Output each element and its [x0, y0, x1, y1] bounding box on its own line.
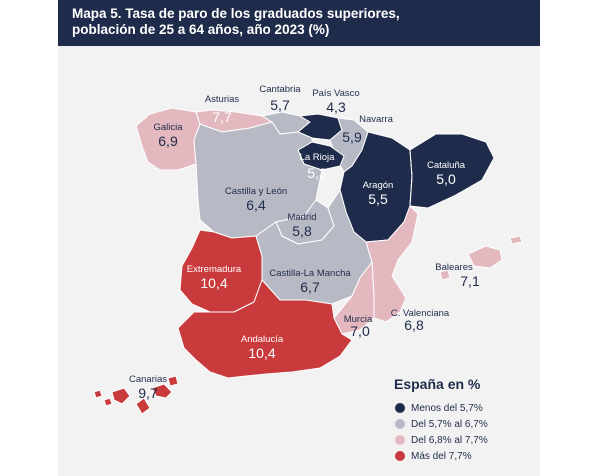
legend-label: Del 5,7% al 6,7% [411, 418, 488, 430]
region-andalucia[interactable] [177, 279, 353, 379]
label-navarra-value: 5,9 [342, 129, 362, 145]
legend-item-mas-7-7: Más del 7,7% [395, 450, 472, 462]
label-castilla-leon-value: 6,4 [246, 197, 266, 213]
region-canarias-2[interactable] [103, 397, 113, 407]
label-navarra-name: Navarra [359, 114, 394, 125]
label-baleares-name: Baleares [435, 262, 473, 273]
legend-item-5-7-6-7: Del 5,7% al 6,7% [395, 418, 488, 430]
label-baleares-value: 7,1 [460, 273, 480, 289]
region-baleares-menorca[interactable] [509, 235, 523, 245]
label-aragon-name: Aragón [363, 180, 394, 191]
label-canarias-value: 9,7 [138, 385, 158, 401]
label-asturias-name: Asturias [205, 94, 240, 105]
label-c-valenciana-value: 6,8 [404, 317, 424, 333]
title-line-2: población de 25 a 64 años, año 2023 (%) [72, 22, 330, 37]
region-cataluna[interactable] [409, 133, 495, 209]
legend-dot-pink [395, 435, 405, 445]
label-murcia-name: Murcia [344, 314, 373, 325]
boundary-line-2 [315, 169, 323, 201]
label-c-valenciana-name: C. Valenciana [391, 308, 450, 319]
legend-title: España en % [394, 376, 481, 392]
label-madrid-name: Madrid [287, 212, 316, 223]
map-title: Mapa 5. Tasa de paro de los graduados su… [72, 6, 532, 38]
legend-label: Menos del 5,7% [411, 402, 483, 414]
region-canarias-4[interactable] [135, 397, 151, 415]
title-bar [58, 0, 540, 46]
label-andalucia-value: 10,4 [248, 345, 275, 361]
label-aragon-value: 5,5 [368, 191, 388, 207]
label-galicia-name: Galicia [153, 122, 183, 133]
label-pais-vasco-value: 4,3 [326, 99, 346, 115]
label-pais-vasco-name: País Vasco [312, 88, 359, 99]
region-castilla-leon[interactable] [193, 121, 323, 239]
label-asturias-value: 7,7 [212, 109, 232, 125]
label-castilla-la-mancha-value: 6,7 [300, 279, 320, 295]
label-extremadura-value: 10,4 [200, 275, 227, 291]
legend-dot-navy [395, 403, 405, 413]
legend-label: Más del 7,7% [411, 450, 472, 462]
label-castilla-leon-name: Castilla y León [225, 186, 287, 197]
region-baleares-ibiza[interactable] [439, 269, 451, 281]
label-murcia-value: 7,0 [350, 323, 370, 339]
legend-label: Del 6,8% al 7,7% [411, 434, 488, 446]
label-cantabria-value: 5,7 [270, 97, 290, 113]
region-baleares-mallorca[interactable] [467, 245, 503, 269]
label-cataluna-name: Cataluña [427, 160, 466, 171]
label-madrid-value: 5,8 [292, 223, 312, 239]
label-galicia-value: 6,9 [158, 133, 178, 149]
region-canarias-5[interactable] [151, 383, 173, 399]
legend-dot-gray [395, 419, 405, 429]
label-cantabria-name: Cantabria [259, 84, 301, 95]
label-cataluna-value: 5,0 [436, 171, 456, 187]
region-canarias-6[interactable] [167, 375, 179, 387]
legend-item-6-8-7-7: Del 6,8% al 7,7% [395, 434, 488, 446]
legend-item-menos-5-7: Menos del 5,7% [395, 402, 483, 414]
legend-dot-red [395, 451, 405, 461]
region-canarias-1[interactable] [93, 389, 103, 399]
region-canarias-3[interactable] [111, 387, 131, 405]
label-la-rioja-name: La Rioja [300, 152, 336, 163]
label-canarias-name: Canarias [129, 374, 167, 385]
label-castilla-la-mancha-name: Castilla-La Mancha [269, 268, 351, 279]
title-line-1: Mapa 5. Tasa de paro de los graduados su… [72, 6, 400, 21]
label-andalucia-name: Andalucía [241, 334, 284, 345]
label-la-rioja-value: 5,3 [307, 165, 327, 181]
label-extremadura-name: Extremadura [187, 264, 242, 275]
